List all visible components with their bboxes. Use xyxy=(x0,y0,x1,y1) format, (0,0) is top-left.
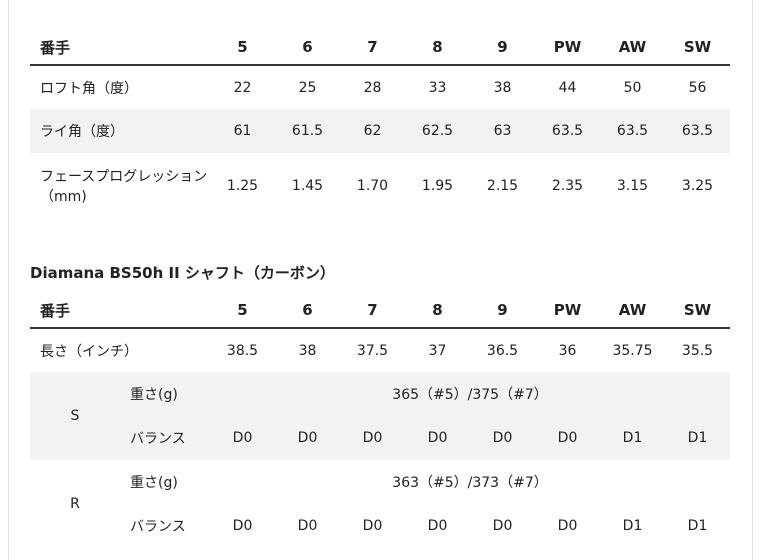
value-cell: 35.5 xyxy=(681,342,714,359)
value-cell: 1.25 xyxy=(226,178,259,194)
header-cell: 6 xyxy=(275,30,340,66)
header-cell: 5 xyxy=(210,293,276,329)
value-cell: 25 xyxy=(298,79,317,96)
balance-cell: D0 xyxy=(275,416,341,460)
table-row: フェースプログレッション（mm) 1.25 1.45 1.70 1.95 2.15 2.35… xyxy=(30,153,730,219)
balance-cell: D1 xyxy=(687,518,708,534)
value-cell: 63.5 xyxy=(535,109,600,153)
weight-label: 重さ(g) xyxy=(120,372,211,416)
row-label: ライ角（度） xyxy=(30,109,210,153)
balance-cell: D1 xyxy=(665,416,731,460)
header-cell: AW xyxy=(600,30,665,66)
value-cell: 62 xyxy=(340,109,405,153)
header-cell: 番手 xyxy=(30,30,210,66)
header-cell: SW xyxy=(665,293,731,329)
balance-cell: D0 xyxy=(470,416,536,460)
balance-cell: D0 xyxy=(492,518,513,534)
value-cell: 37 xyxy=(428,342,447,359)
left-border xyxy=(8,0,9,560)
value-cell: 28 xyxy=(363,79,382,96)
value-cell: 38.5 xyxy=(226,342,259,359)
header-cell: 7 xyxy=(340,293,406,329)
weight-row: S 重さ(g) 365（#5）/375（#7） xyxy=(30,372,731,460)
table-header: 番手 5 6 7 8 9 PW AW SW xyxy=(30,30,730,66)
header-cell: 9 xyxy=(470,293,536,329)
weight-value: 365（#5）/375（#7） xyxy=(210,372,731,416)
value-cell: 3.15 xyxy=(616,178,649,194)
value-cell: 36 xyxy=(558,342,577,359)
balance-cell: D0 xyxy=(340,416,406,460)
value-cell: 63.5 xyxy=(600,109,665,153)
header-cell: AW xyxy=(600,293,666,329)
balance-cell: D0 xyxy=(557,518,578,534)
value-cell: 22 xyxy=(233,79,252,96)
header-cell: 8 xyxy=(405,30,470,66)
value-cell: 61.5 xyxy=(275,109,340,153)
value-cell: 56 xyxy=(688,79,707,96)
value-cell: 35.75 xyxy=(612,342,653,359)
value-cell: 2.15 xyxy=(486,178,519,194)
flex-label: R xyxy=(70,496,80,512)
balance-cell: D0 xyxy=(210,416,276,460)
balance-cell: D0 xyxy=(535,416,601,460)
header-cell: 6 xyxy=(275,293,341,329)
row-label: フェースプログレッション（mm) xyxy=(40,169,208,205)
section-title: Diamana BS50h II シャフト（カーボン） xyxy=(30,264,335,282)
balance-row: バランス D0 D0 D0 D0 D0 D0 D1 D1 xyxy=(30,416,731,460)
right-border xyxy=(752,0,753,560)
table-row: ライ角（度） 61 61.5 62 62.5 63 63.5 63.5 63.5 xyxy=(30,109,730,153)
table-header: 番手 5 6 7 8 9 PW AW SW xyxy=(30,293,731,329)
header-cell: 8 xyxy=(405,293,471,329)
value-cell: 63 xyxy=(470,109,535,153)
row-label: 長さ（インチ） xyxy=(40,343,138,360)
value-cell: 38 xyxy=(298,342,317,359)
balance-label: バランス xyxy=(130,519,186,535)
value-cell: 1.70 xyxy=(356,178,389,194)
value-cell: 1.45 xyxy=(291,178,324,194)
balance-cell: D0 xyxy=(427,518,448,534)
weight-value: 363（#5）/373（#7） xyxy=(392,475,548,491)
shaft-table: 番手 5 6 7 8 9 PW AW SW 長さ（インチ） 38.5 38 37.5… xyxy=(30,293,731,548)
value-cell: 33 xyxy=(428,79,447,96)
header-cell: 7 xyxy=(340,30,405,66)
header-cell: PW xyxy=(535,293,601,329)
header-cell: SW xyxy=(665,30,730,66)
balance-cell: D1 xyxy=(600,416,666,460)
value-cell: 62.5 xyxy=(405,109,470,153)
header-cell: 5 xyxy=(210,30,275,66)
balance-cell: D1 xyxy=(622,518,643,534)
value-cell: 36.5 xyxy=(486,342,519,359)
balance-row: バランス D0 D0 D0 D0 D0 D0 D1 D1 xyxy=(30,504,730,548)
table-row: ロフト角（度） 22 25 28 33 38 44 50 56 xyxy=(30,65,730,109)
value-cell: 50 xyxy=(623,79,642,96)
value-cell: 2.35 xyxy=(551,178,584,194)
length-row: 長さ（インチ） 38.5 38 37.5 37 36.5 36 35.75 35.5 xyxy=(30,328,730,372)
value-cell: 63.5 xyxy=(665,109,730,153)
balance-label: バランス xyxy=(120,416,211,460)
value-cell: 37.5 xyxy=(356,342,389,359)
balance-cell: D0 xyxy=(232,518,253,534)
header-cell: 9 xyxy=(470,30,535,66)
balance-cell: D0 xyxy=(297,518,318,534)
value-cell: 3.25 xyxy=(681,178,714,194)
value-cell: 61 xyxy=(210,109,275,153)
row-label: ロフト角（度） xyxy=(40,80,138,97)
balance-cell: D0 xyxy=(362,518,383,534)
value-cell: 44 xyxy=(558,79,577,96)
weight-label: 重さ(g) xyxy=(130,475,178,491)
value-cell: 1.95 xyxy=(421,178,454,194)
weight-row: R 重さ(g) 363（#5）/373（#7） xyxy=(30,460,730,512)
loft-lie-table: 番手 5 6 7 8 9 PW AW SW ロフト角（度） 22 25 28 33 38 4… xyxy=(30,30,730,219)
balance-cell: D0 xyxy=(405,416,471,460)
header-cell: 番手 xyxy=(30,293,211,329)
header-cell: PW xyxy=(535,30,600,66)
flex-label: S xyxy=(30,372,120,460)
value-cell: 38 xyxy=(493,79,512,96)
